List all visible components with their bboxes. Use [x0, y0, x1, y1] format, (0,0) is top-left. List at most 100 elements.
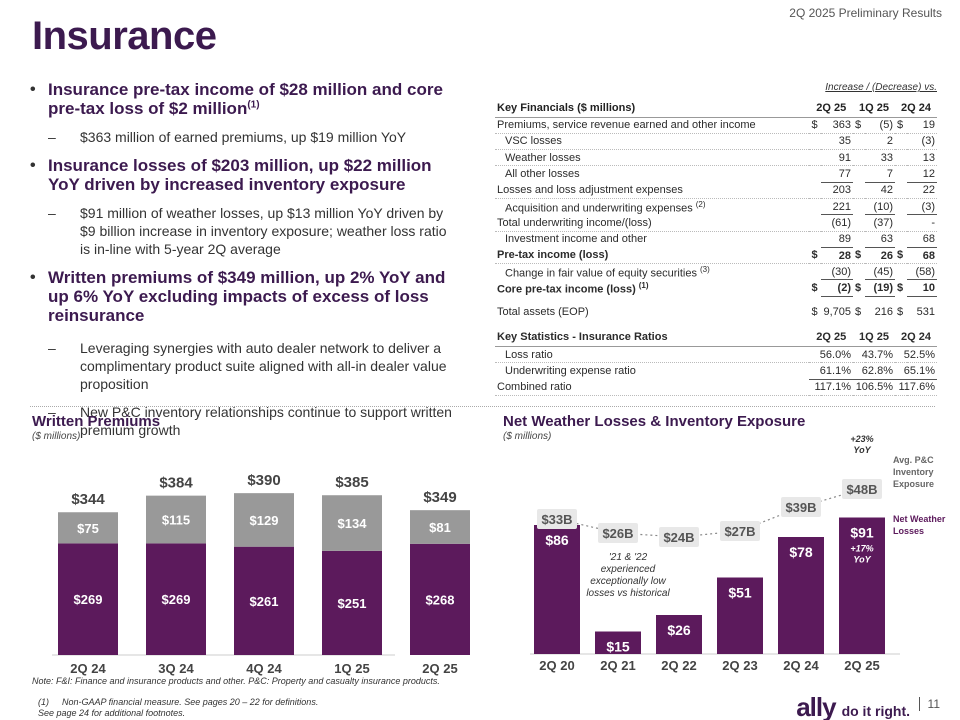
- brand-logo: ally do it right.: [796, 692, 910, 720]
- exposure-label-box: [720, 521, 760, 541]
- exposure-label: $24B: [663, 530, 694, 545]
- bar-label-pc: $115: [162, 513, 190, 528]
- x-tick-label: 2Q 22: [661, 658, 696, 673]
- value-cell-v3: 12: [907, 165, 937, 183]
- x-tick-label: 1Q 25: [334, 661, 369, 676]
- bar-fi-premium: [234, 546, 294, 655]
- exposure-label-box: [537, 509, 577, 529]
- bullet-main: Insurance losses of $203 million, up $22…: [30, 156, 460, 194]
- bar-label-fi: $261: [250, 594, 279, 609]
- value-cell-v3: (3): [907, 198, 937, 216]
- row-label-text: Pre-tax income (loss): [497, 249, 609, 262]
- x-tick-label: 2Q 25: [422, 661, 457, 676]
- row-label: All other losses: [495, 166, 809, 182]
- currency-cell: [809, 231, 821, 247]
- written-premiums-title: Written Premiums: [32, 413, 161, 430]
- value-cell-v3: 68: [907, 247, 937, 265]
- value-cell-v2: 33: [865, 149, 895, 167]
- bar-label-pc: $75: [77, 521, 99, 536]
- table-header-row: Key Financials ($ millions) 2Q 25 1Q 25 …: [495, 99, 937, 118]
- value-cell-v2: (45): [865, 263, 895, 281]
- currency-cell: $: [895, 247, 907, 265]
- value-cell-v2: 43.7%: [853, 346, 895, 364]
- table-row: Losses and loss adjustment expenses 203 42…: [495, 182, 937, 199]
- table-header-c1: 2Q 25: [809, 99, 853, 118]
- chart-annotation: '21 & '22: [609, 552, 648, 563]
- currency-cell: [895, 264, 907, 280]
- value-cell-v2: 42: [865, 182, 895, 199]
- stats-header-c1: 2Q 25: [809, 328, 853, 348]
- table-row: Core pre-tax income (loss) (1) $ (2) $ (19) $1…: [495, 279, 937, 297]
- row-label: Premiums, service revenue earned and oth…: [495, 117, 810, 134]
- table-header-c3: 2Q 24: [895, 99, 937, 118]
- bullet-sub: Leveraging synergies with auto dealer ne…: [30, 339, 460, 393]
- row-label: Core pre-tax income (loss) (1): [495, 280, 809, 296]
- note-footnote: Note: F&I: Finance and insurance product…: [32, 676, 440, 686]
- row-label: VSC losses: [495, 133, 810, 151]
- value-cell-v3: 68: [907, 231, 937, 248]
- currency-cell: [895, 231, 907, 247]
- row-label-text: Losses and loss adjustment expenses: [497, 184, 683, 197]
- bar-total-label: $385: [335, 474, 368, 491]
- currency-cell: [853, 231, 865, 247]
- currency-cell: [853, 198, 865, 214]
- currency-cell: [853, 166, 865, 182]
- row-label: Investment income and other: [495, 231, 809, 247]
- bullet-sub: $91 million of weather losses, up $13 mi…: [30, 204, 460, 258]
- brand-name: ally: [796, 692, 836, 720]
- header-report-label: 2Q 2025 Preliminary Results: [789, 6, 942, 20]
- value-cell-v2: 106.5%: [853, 379, 895, 396]
- spacer-row: [495, 321, 937, 329]
- footnote-ref: (1): [247, 99, 260, 111]
- bar-loss-label: $51: [728, 585, 752, 601]
- stats-row: Underwriting expense ratio 61.1% 62.8% 65.1…: [495, 362, 937, 380]
- value-cell-v3: 22: [907, 182, 937, 199]
- value-cell-v1: 89: [821, 231, 853, 248]
- row-label: Underwriting expense ratio: [505, 365, 636, 378]
- exposure-label-box: [598, 523, 638, 543]
- currency-cell: [809, 149, 822, 167]
- row-label: Combined ratio: [495, 379, 810, 396]
- table-row: Pre-tax income (loss) $28 $26 $68: [495, 247, 937, 265]
- increase-note: Increase / (Decrease) vs.: [825, 82, 937, 93]
- bar-loss-label: $78: [789, 544, 813, 560]
- value-cell-v3: 13: [907, 149, 937, 167]
- currency-cell: [895, 198, 907, 214]
- bar-weather-loss: [778, 537, 824, 654]
- footnote-1: Non-GAAP financial measure. See pages 20…: [62, 697, 319, 707]
- weather-chart-title: Net Weather Losses & Inventory Exposure: [503, 413, 806, 430]
- section-divider: [30, 406, 935, 407]
- bar-label-pc: $134: [338, 516, 368, 531]
- written-premiums-subtitle: ($ millions): [32, 431, 81, 442]
- bullet-main-text: Insurance pre-tax income of $28 million …: [48, 80, 443, 118]
- value-cell-v1: 9,705: [823, 306, 851, 319]
- exposure-label-box: [659, 527, 699, 547]
- currency-cell: $: [811, 306, 818, 319]
- value-cell-v3: 10: [907, 279, 937, 297]
- value-cell-v1: 91: [821, 149, 853, 167]
- exposure-label: $39B: [785, 500, 816, 515]
- row-label-text: Acquisition and underwriting expenses: [505, 202, 693, 215]
- row-label-text: Total underwriting income/(loss): [497, 216, 652, 229]
- currency-cell: [895, 182, 907, 199]
- chart-annotation: exceptionally low: [590, 576, 666, 587]
- chart-annotation: losses vs historical: [586, 588, 670, 599]
- x-tick-label: 2Q 20: [539, 658, 574, 673]
- bar-pc-premium: [58, 512, 118, 544]
- value-cell-v3: 531: [916, 306, 935, 319]
- value-cell-v1: (61): [821, 214, 853, 232]
- bar-weather-loss: [717, 577, 763, 654]
- value-cell-v1: (30): [821, 263, 853, 281]
- table-row: All other losses 77 7 12: [495, 165, 937, 183]
- value-cell-v1: (2): [821, 279, 853, 297]
- bar-loss-label: $86: [545, 532, 569, 548]
- bar-fi-premium: [410, 543, 470, 655]
- value-cell-v3: 117.6%: [895, 379, 937, 396]
- currency-cell: $: [895, 117, 907, 134]
- value-cell-v2: 62.8%: [853, 362, 895, 380]
- value-cell-v2: 26: [865, 247, 895, 265]
- bar-weather-loss: [656, 615, 702, 654]
- currency-cell: [853, 264, 865, 280]
- legend-exposure: Inventory: [893, 467, 934, 477]
- currency-cell: [809, 166, 821, 182]
